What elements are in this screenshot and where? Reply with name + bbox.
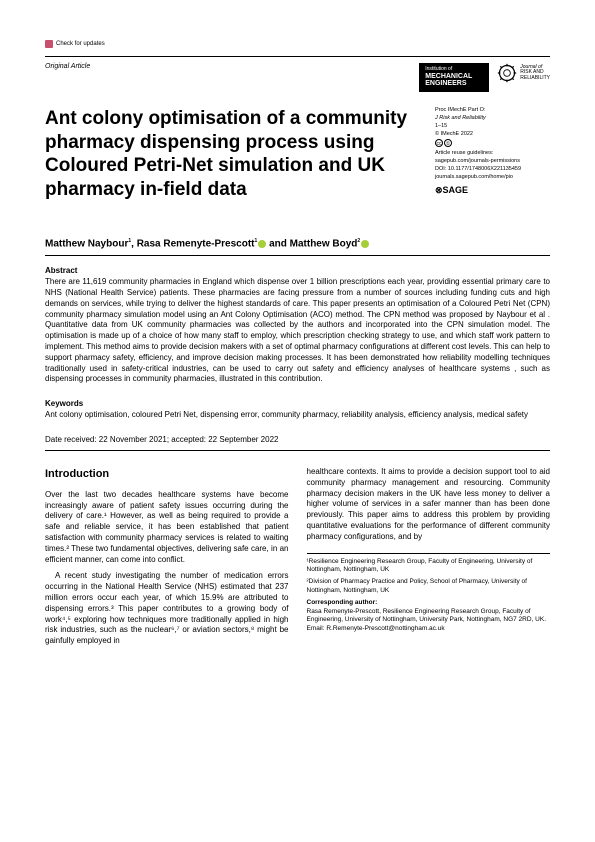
author-1: Matthew Naybour — [45, 238, 128, 249]
orcid-icon[interactable] — [361, 240, 369, 248]
article-metadata: Proc IMechE Part O: J Risk and Reliabili… — [435, 107, 550, 220]
title-block: Ant colony optimisation of a community p… — [45, 107, 415, 220]
risk-reliability-logo: Journal of RISK AND RELIABILITY — [497, 63, 550, 83]
author-3: Matthew Boyd — [290, 238, 358, 249]
meta-journal: Proc IMechE Part O: — [435, 107, 550, 114]
imeche-big1: MECHANICAL — [425, 73, 483, 81]
keywords-text: Ant colony optimisation, coloured Petri … — [45, 410, 550, 421]
affiliation-2: ²Division of Pharmacy Practice and Polic… — [307, 578, 551, 595]
author-3-affil: 2 — [357, 238, 360, 244]
check-updates-label: Check for updates — [56, 41, 105, 47]
title-meta-block: Ant colony optimisation of a community p… — [45, 107, 550, 220]
sage-logo: ⊗SAGE — [435, 185, 550, 197]
abstract-text: There are 11,619 community pharmacies in… — [45, 277, 550, 385]
meta-pages: 1–15 — [435, 123, 550, 130]
meta-doi: DOI: 10.1177/1748006X221135459 — [435, 166, 550, 173]
imeche-logo: Institution of MECHANICAL ENGINEERS — [419, 63, 489, 92]
author-2: Rasa Remenyte-Prescott — [137, 238, 255, 249]
intro-paragraph-3: healthcare contexts. It aims to provide … — [307, 467, 551, 543]
column-left: Introduction Over the last two decades h… — [45, 467, 289, 653]
divider — [45, 450, 550, 451]
sage-text: SAGE — [443, 185, 469, 195]
top-bar: Check for updates — [45, 40, 550, 48]
corresponding-author-text: Rasa Remenyte-Prescott, Resilience Engin… — [307, 608, 551, 625]
publisher-logos: Institution of MECHANICAL ENGINEERS Jour… — [419, 63, 550, 92]
author-2-affil: 1 — [255, 238, 258, 244]
meta-journal2: J Risk and Reliability — [435, 115, 550, 122]
check-updates-link[interactable]: Check for updates — [45, 40, 105, 48]
imeche-big2: ENGINEERS — [425, 80, 483, 88]
meta-reuse: Article reuse guidelines: — [435, 150, 550, 157]
column-right: healthcare contexts. It aims to provide … — [307, 467, 551, 653]
corresponding-author-label: Corresponding author: — [307, 599, 551, 607]
and-separator: and — [266, 238, 289, 249]
abstract-label: Abstract — [45, 266, 550, 275]
cc-icons: cc① — [435, 139, 550, 148]
body-columns: Introduction Over the last two decades h… — [45, 467, 550, 653]
by-icon: ① — [444, 139, 452, 147]
keywords-label: Keywords — [45, 399, 550, 408]
article-dates: Date received: 22 November 2021; accepte… — [45, 435, 550, 444]
divider — [45, 255, 550, 256]
corresponding-author-email[interactable]: Email: R.Remenyte-Prescott@nottingham.ac… — [307, 625, 551, 633]
affiliation-1: ¹Resilience Engineering Research Group, … — [307, 558, 551, 575]
gear-icon — [497, 63, 517, 83]
risk-text: Journal of RISK AND RELIABILITY — [520, 65, 550, 82]
affiliations-block: ¹Resilience Engineering Research Group, … — [307, 553, 551, 634]
check-updates-icon — [45, 40, 53, 48]
article-title: Ant colony optimisation of a community p… — [45, 107, 415, 202]
meta-reuse-url[interactable]: sagepub.com/journals-permissions — [435, 158, 550, 165]
article-type-label: Original Article — [45, 63, 90, 70]
intro-paragraph-1: Over the last two decades healthcare sys… — [45, 490, 289, 566]
meta-copyright: © IMechE 2022 — [435, 131, 550, 138]
author-list: Matthew Naybour1, Rasa Remenyte-Prescott… — [45, 238, 550, 249]
intro-paragraph-2: A recent study investigating the number … — [45, 571, 289, 647]
author-1-affil: 1 — [128, 238, 131, 244]
meta-journal-url[interactable]: journals.sagepub.com/home/pio — [435, 174, 550, 181]
risk-line2: RELIABILITY — [520, 76, 550, 82]
cc-icon: cc — [435, 139, 443, 147]
introduction-heading: Introduction — [45, 467, 289, 482]
header-row: Original Article Institution of MECHANIC… — [45, 56, 550, 92]
